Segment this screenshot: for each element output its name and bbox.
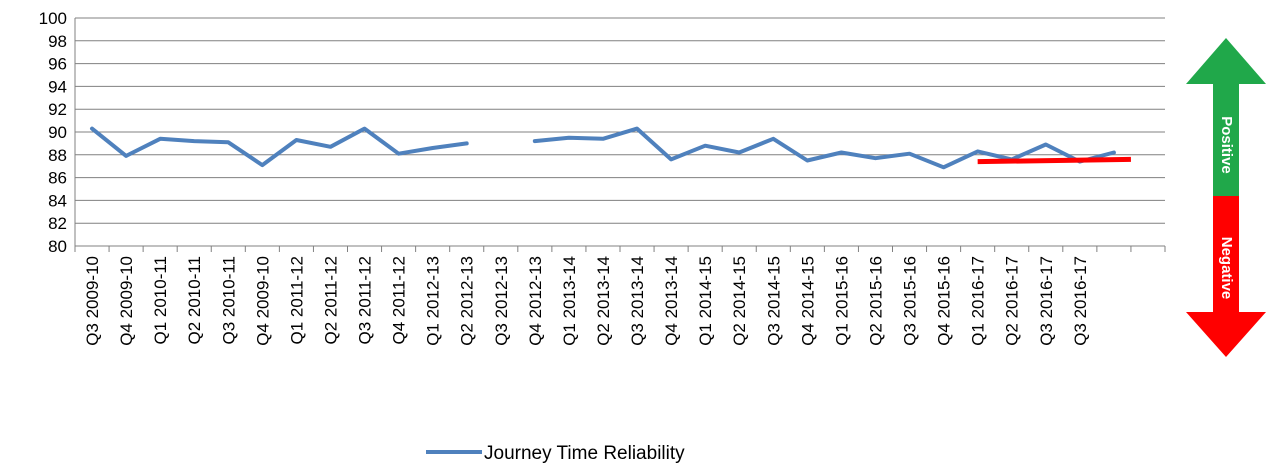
y-tick-label: 96: [48, 55, 67, 74]
x-tick-label: Q1 2015-16: [832, 256, 851, 346]
x-tick-label: Q2 2012-13: [458, 256, 477, 346]
x-tick-label: Q4 2015-16: [935, 256, 954, 346]
x-tick-label: Q1 2014-15: [696, 256, 715, 346]
x-tick-label: Q2 2014-15: [730, 256, 749, 346]
x-tick-label: Q3 2016-17: [1071, 256, 1090, 346]
x-tick-label: Q1 2010-11: [151, 256, 170, 345]
x-tick-label: Q3 2012-13: [492, 256, 511, 346]
x-tick-label: Q3 2011-12: [356, 256, 375, 345]
x-tick-label: Q3 2016-17: [1037, 256, 1056, 346]
legend: Journey Time Reliability: [426, 443, 685, 464]
y-tick-label: 98: [48, 32, 67, 51]
y-tick-label: 84: [48, 191, 67, 210]
x-tick-label: Q4 2013-14: [662, 256, 681, 346]
trendline: [978, 159, 1131, 161]
x-tick-label: Q1 2013-14: [560, 256, 579, 346]
y-tick-label: 90: [48, 123, 67, 142]
y-tick-label: 88: [48, 146, 67, 165]
trendline-segment: [978, 159, 1131, 161]
x-tick-label: Q3 2010-11: [219, 256, 238, 345]
y-tick-label: 94: [48, 77, 67, 96]
x-tick-label: Q4 2009-10: [253, 256, 272, 346]
positive-label: Positive: [1218, 116, 1235, 174]
x-tick-label: Q3 2015-16: [901, 256, 920, 346]
x-tick-label: Q4 2009-10: [117, 256, 136, 346]
positive-negative-indicator: Positive Negative: [1186, 38, 1266, 357]
y-tick-label: 86: [48, 169, 67, 188]
y-tick-label: 80: [48, 237, 67, 256]
x-axis-ticks: Q3 2009-10 Q4 2009-10 Q1 2010-11 Q2 2010-11…: [83, 256, 1090, 346]
x-tick-label: Q2 2015-16: [866, 256, 885, 346]
y-tick-label: 82: [48, 214, 67, 233]
x-tick-label: Q2 2010-11: [185, 256, 204, 345]
series-line: [92, 129, 467, 166]
legend-label: Journey Time Reliability: [484, 443, 685, 464]
x-tick-label: Q4 2011-12: [390, 256, 409, 345]
negative-label: Negative: [1218, 237, 1235, 300]
y-tick-label: 100: [39, 9, 67, 28]
x-tick-label: Q3 2009-10: [83, 256, 102, 346]
x-tick-label: Q2 2011-12: [321, 256, 340, 345]
x-tick-label: Q1 2012-13: [424, 256, 443, 346]
x-tick-label: Q4 2012-13: [526, 256, 545, 346]
x-tick-label: Q2 2013-14: [594, 256, 613, 346]
y-tick-label: 92: [48, 100, 67, 119]
x-tick-label: Q1 2011-12: [287, 256, 306, 345]
x-tick-label: Q3 2013-14: [628, 256, 647, 346]
series-lines: [92, 129, 1114, 168]
y-axis-ticks: 80 82 84 86 88 90 92 94 96 98 100: [39, 9, 67, 256]
x-tick-label: Q3 2014-15: [764, 256, 783, 346]
x-tick-label: Q1 2016-17: [969, 256, 988, 346]
x-tick-label: Q2 2016-17: [1003, 256, 1022, 346]
x-tick-label: Q4 2014-15: [798, 256, 817, 346]
